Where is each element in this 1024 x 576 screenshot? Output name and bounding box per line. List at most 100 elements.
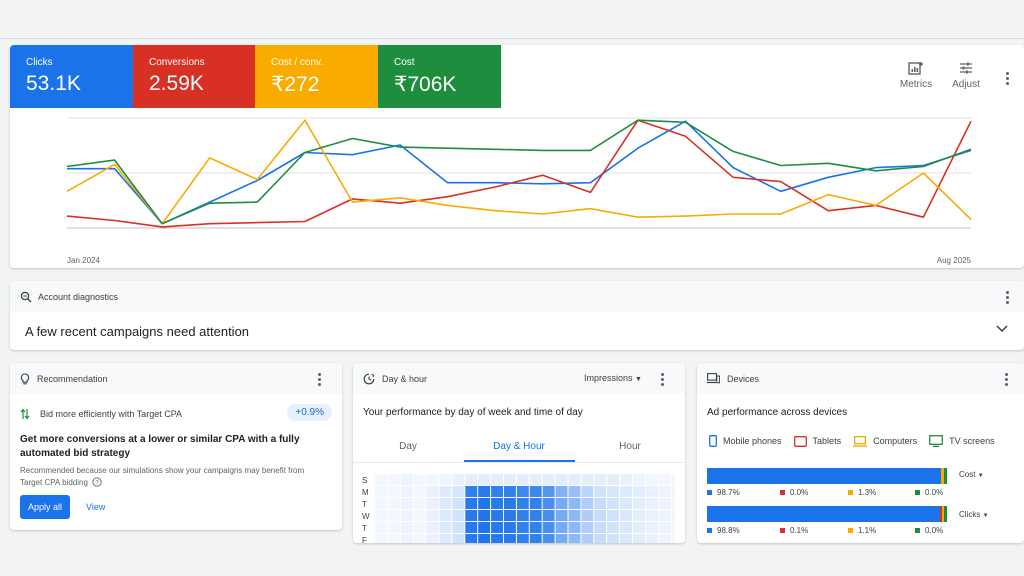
- heatmap-cell: [633, 474, 645, 485]
- metric-label: Cost / conv.: [271, 57, 324, 68]
- heatmap-cell: [491, 498, 503, 509]
- heatmap-cell: [413, 486, 426, 497]
- heatmap-cell: [581, 510, 594, 521]
- heatmap-cell: [387, 534, 400, 543]
- day-label: T: [362, 524, 367, 533]
- heatmap-cell: [452, 486, 465, 497]
- heatmap-cell: [529, 522, 542, 533]
- heatmap-cell: [658, 498, 671, 509]
- metric-tile-clicks[interactable]: Clicks 53.1K: [10, 45, 133, 108]
- day-label: T: [362, 500, 367, 509]
- view-button[interactable]: View: [80, 495, 111, 519]
- metric-tile-cost-per-conv[interactable]: Cost / conv. ₹272: [255, 45, 378, 108]
- svg-text:?: ?: [95, 479, 99, 486]
- heatmap-cell: [400, 498, 413, 509]
- tab-day[interactable]: Day: [399, 441, 417, 452]
- device-share-bar-clicks: [707, 506, 947, 522]
- heatmap-cell: [542, 510, 555, 521]
- heatmap-cell: [620, 522, 632, 533]
- diagnostics-more-icon[interactable]: [1006, 291, 1010, 306]
- heatmap-cell: [529, 510, 542, 521]
- heatmap-cell: [542, 498, 555, 509]
- heatmap-cell: [375, 534, 387, 543]
- recommendation-header: Recommendation: [10, 363, 342, 394]
- heatmap-cell: [516, 510, 529, 521]
- heatmap-cell: [400, 522, 413, 533]
- account-diagnostics-card: Account diagnostics A few recent campaig…: [10, 281, 1024, 350]
- heatmap-cell: [568, 522, 581, 533]
- heatmap-cell: [465, 534, 478, 543]
- metric-tile-conversions[interactable]: Conversions 2.59K: [133, 45, 256, 108]
- cost-metric-select[interactable]: Cost ▼: [959, 470, 984, 479]
- heatmap-cell: [594, 522, 607, 533]
- heatmap-cell: [400, 510, 413, 521]
- legend-item-computers: Computers: [853, 435, 917, 447]
- heatmap-cell: [671, 522, 675, 533]
- heatmap-cell: [658, 522, 671, 533]
- recommendation-item-text: Bid more efficiently with Target CPA: [40, 409, 183, 419]
- heatmap-cell: [491, 510, 503, 521]
- diagnostics-title: Account diagnostics: [38, 291, 119, 302]
- devices-title: Devices: [727, 373, 760, 384]
- heatmap-cell: [607, 486, 620, 497]
- top-divider: [0, 38, 1024, 39]
- heatmap-cell: [413, 522, 426, 533]
- heatmap-cell: [452, 474, 465, 485]
- series-line-2: [66, 119, 972, 225]
- metric-label: Conversions: [149, 57, 205, 68]
- performance-chart: Jan 2024 Aug 2025: [66, 117, 972, 265]
- heatmap-cell: [387, 510, 400, 521]
- heatmap-cell: [645, 522, 658, 533]
- heatmap-cell: [413, 474, 426, 485]
- metric-value: 53.1K: [26, 72, 81, 95]
- devices-card: Devices Ad performance across devices Mo…: [697, 363, 1024, 543]
- heatmap-cell: [555, 534, 568, 543]
- stat-computers: 1.1%: [848, 526, 876, 535]
- apply-all-button[interactable]: Apply all: [20, 495, 70, 519]
- select-value: Clicks: [959, 510, 981, 519]
- heatmap-cell: [568, 510, 581, 521]
- heatmap-cell: [594, 498, 607, 509]
- help-icon[interactable]: ?: [92, 477, 102, 487]
- recommendation-more-icon[interactable]: [318, 373, 322, 388]
- bar-segment: [944, 506, 947, 522]
- metrics-label: Metrics: [899, 79, 933, 90]
- tv-screen-icon: [929, 435, 944, 447]
- adjust-button[interactable]: Adjust: [946, 61, 986, 90]
- heatmap-cell: [375, 510, 387, 521]
- heatmap-cell: [426, 486, 439, 497]
- heatmap-cell: [516, 486, 529, 497]
- devices-more-icon[interactable]: [1005, 373, 1009, 388]
- recommendation-title: Recommendation: [37, 373, 108, 384]
- heatmap-cell: [529, 474, 542, 485]
- heatmap-cell: [671, 534, 675, 543]
- metric-tile-cost[interactable]: Cost ₹706K: [378, 45, 501, 108]
- recommendation-description: Recommended because our simulations show…: [20, 465, 325, 489]
- heatmap-cell: [426, 498, 439, 509]
- chevron-down-icon[interactable]: [996, 325, 1008, 333]
- series-line-0: [67, 120, 972, 225]
- impressions-dropdown[interactable]: Impressions ▼: [584, 373, 642, 383]
- clicks-metric-select[interactable]: Clicks ▼: [959, 510, 989, 519]
- tab-hour[interactable]: Hour: [619, 441, 641, 452]
- recommendation-item[interactable]: Bid more efficiently with Target CPA +0.…: [20, 404, 332, 424]
- day-hour-more-icon[interactable]: [661, 373, 665, 388]
- day-hour-heatmap: [375, 474, 675, 543]
- heatmap-cell: [413, 510, 426, 521]
- heatmap-cell: [645, 534, 658, 543]
- heatmap-cell: [516, 522, 529, 533]
- heatmap-cell: [478, 486, 491, 497]
- heatmap-cell: [452, 498, 465, 509]
- tab-day-hour[interactable]: Day & Hour: [493, 441, 545, 452]
- stat-computers: 1.3%: [848, 488, 876, 497]
- select-arrow-icon: ▼: [977, 473, 984, 479]
- series-line-1: [66, 119, 972, 228]
- mobile-phone-icon: [709, 435, 717, 447]
- heatmap-cell: [620, 486, 632, 497]
- more-options-icon[interactable]: [1006, 72, 1010, 87]
- dropdown-arrow-icon: ▼: [635, 376, 642, 383]
- heatmap-cell: [607, 498, 620, 509]
- series-line-3: [66, 119, 972, 225]
- heatmap-cell: [555, 474, 568, 485]
- metrics-button[interactable]: Metrics: [896, 61, 936, 90]
